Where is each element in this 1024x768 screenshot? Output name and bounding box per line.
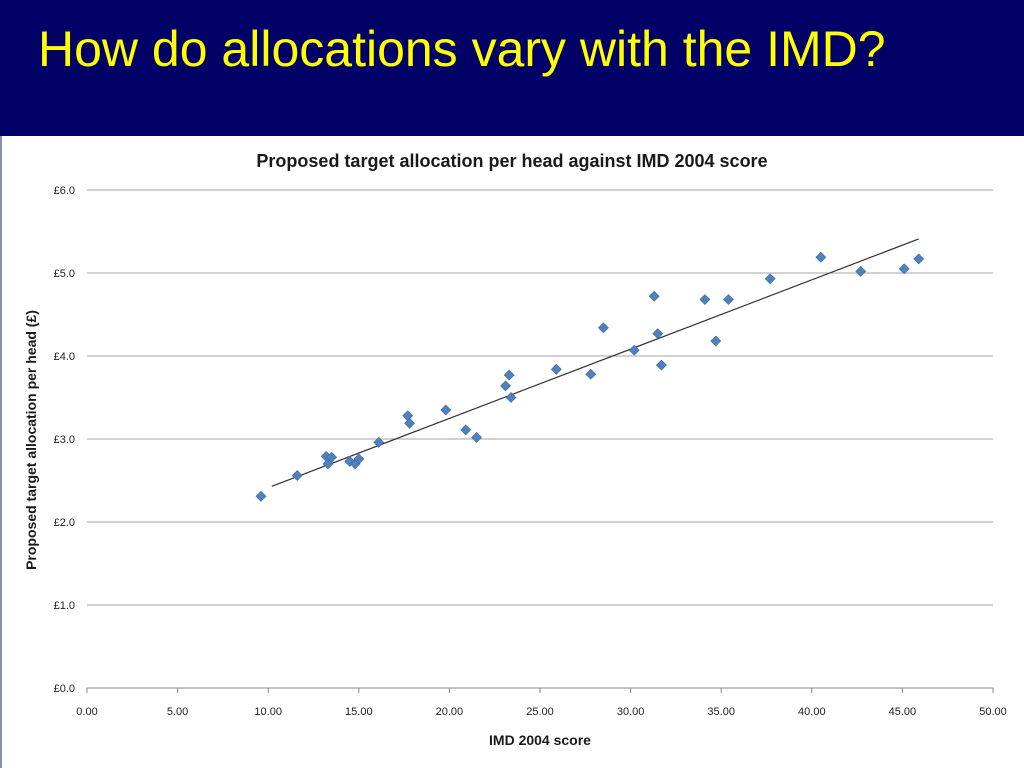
trendline-group [271, 238, 919, 487]
data-point [597, 322, 609, 334]
data-point [326, 451, 338, 463]
y-axis-label: Proposed target allocation per head (£) [23, 310, 39, 570]
x-axis-ticks: 0.00 5.00 10.00 15.00 20.00 25.00 30.00 35.00 40… [76, 688, 1007, 718]
data-point [404, 417, 415, 429]
data-points [255, 251, 925, 502]
x-tick-label: 25.00 [526, 706, 554, 718]
gridlines [87, 189, 993, 606]
x-tick-label: 35.00 [707, 706, 735, 718]
data-point [655, 359, 667, 371]
chart-title: Proposed target allocation per head agai… [256, 151, 767, 171]
x-tick-label: 45.00 [889, 706, 917, 718]
y-tick-label: £4.0 [54, 351, 75, 363]
y-tick-label: £2.0 [54, 517, 75, 529]
x-tick-label: 10.00 [254, 706, 282, 718]
data-point [699, 294, 711, 305]
data-point [898, 263, 910, 275]
x-tick-label: 30.00 [617, 706, 645, 718]
scatter-chart: Proposed target allocation per head agai… [23, 151, 1007, 748]
data-point [373, 436, 385, 448]
data-point [503, 369, 515, 381]
data-point [913, 253, 925, 265]
x-tick-label: 40.00 [798, 706, 826, 718]
data-point [505, 392, 517, 403]
y-tick-label: £0.0 [54, 683, 75, 695]
y-tick-label: £5.0 [54, 268, 75, 280]
x-tick-label: 15.00 [345, 706, 373, 718]
data-point [652, 328, 664, 340]
data-point [855, 265, 867, 277]
y-axis-ticks: £0.0 £1.0 £2.0 £3.0 £4.0 £5.0 £6.0 [54, 185, 75, 695]
data-point [255, 490, 267, 502]
data-point [764, 273, 776, 285]
x-tick-label: 20.00 [436, 706, 464, 718]
data-point [460, 424, 472, 436]
data-point [353, 453, 365, 465]
data-point [710, 335, 722, 347]
x-tick-label: 5.00 [167, 706, 188, 718]
data-point [628, 344, 640, 356]
data-point [402, 410, 414, 422]
data-point [440, 404, 452, 416]
data-point [500, 380, 511, 392]
slide-title: How do allocations vary with the IMD? [38, 21, 886, 77]
data-point [550, 363, 562, 375]
x-tick-label: 50.00 [979, 706, 1007, 718]
y-tick-label: £1.0 [54, 600, 75, 612]
data-point [648, 290, 660, 302]
data-point [471, 431, 483, 443]
y-tick-label: £3.0 [54, 434, 75, 446]
data-point [815, 251, 827, 263]
data-point [723, 294, 734, 305]
x-axis-label: IMD 2004 score [489, 732, 591, 748]
data-point [585, 368, 597, 380]
trendline [271, 238, 919, 487]
y-tick-label: £6.0 [54, 185, 75, 197]
data-point [291, 470, 303, 481]
x-tick-label: 0.00 [76, 706, 97, 718]
chart-panel: Proposed target allocation per head agai… [0, 136, 1024, 768]
